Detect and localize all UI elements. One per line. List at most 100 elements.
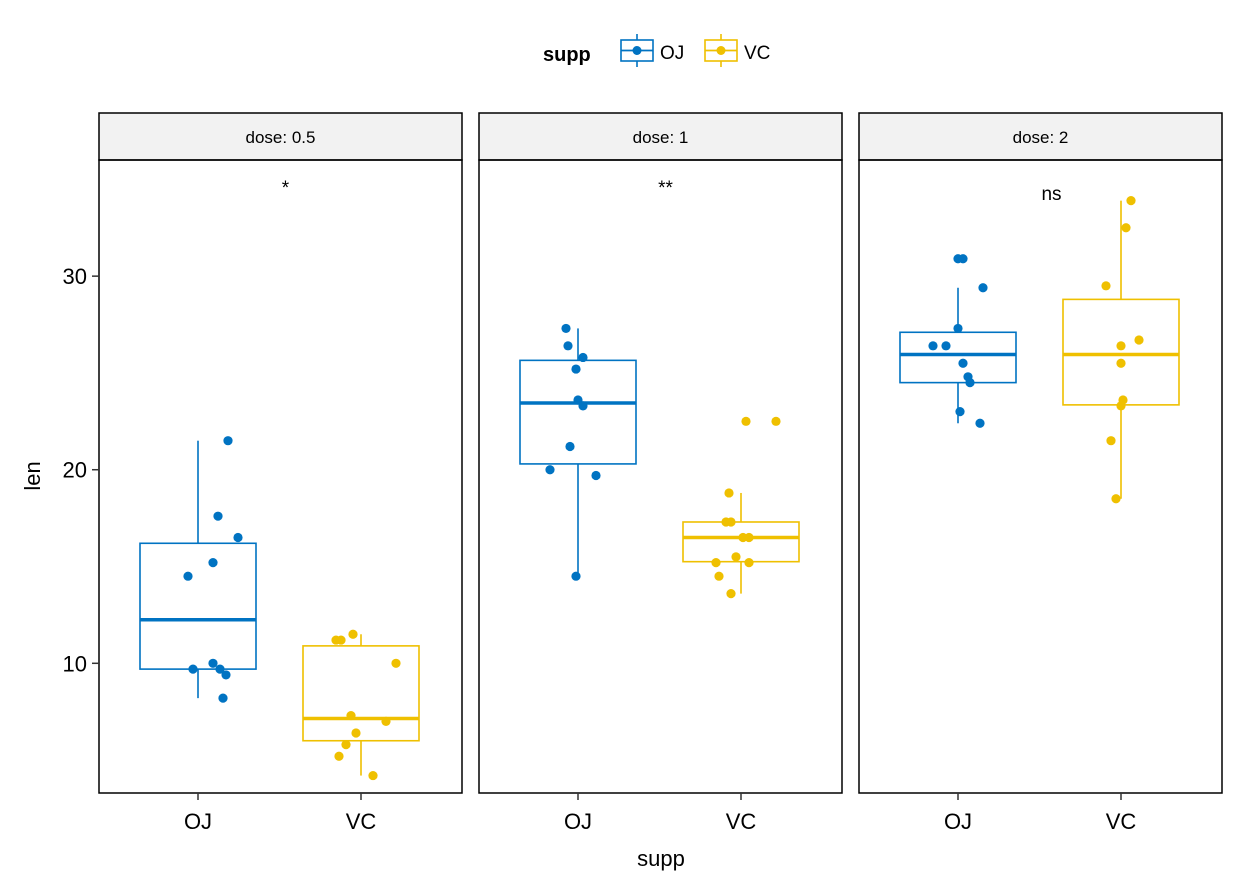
y-axis: 10 20 30 [63, 264, 99, 676]
facet-panel-2: dose: 2 OJ VC ns [858, 112, 1223, 834]
data-point [381, 716, 391, 726]
data-point [233, 532, 243, 543]
data-point [215, 664, 225, 674]
facet-strip-label: dose: 0.5 [246, 128, 316, 147]
data-point [221, 670, 231, 680]
data-point [208, 658, 218, 668]
data-point [591, 470, 601, 481]
x-tick-label: VC [726, 809, 757, 834]
data-point [1134, 335, 1144, 345]
data-point [731, 552, 741, 562]
data-point [941, 341, 951, 351]
data-point [565, 441, 575, 452]
data-point [953, 323, 963, 334]
x-tick-label: VC [346, 809, 377, 834]
data-point [975, 418, 985, 428]
legend-title: supp [543, 44, 591, 66]
y-tick-label: 30 [63, 264, 87, 289]
data-point [744, 532, 754, 543]
facet-strip [478, 112, 843, 161]
box-group-vc [682, 416, 800, 599]
data-point [1106, 436, 1116, 446]
data-point [368, 770, 378, 781]
box-group-vc [1062, 196, 1180, 504]
y-axis-title: len [20, 461, 45, 490]
data-point [744, 558, 754, 568]
data-point [391, 658, 401, 668]
data-point [726, 517, 736, 527]
box-group-oj [139, 436, 257, 703]
facet-plot-area [98, 159, 463, 794]
data-point [771, 416, 781, 426]
data-point [351, 728, 361, 738]
legend-key-point [716, 46, 726, 55]
data-point [1116, 341, 1126, 351]
data-point [965, 378, 975, 388]
data-point [545, 465, 555, 475]
x-axis-title: supp [637, 846, 685, 871]
facet-panel-0: dose: 0.5 OJ VC * [98, 112, 463, 834]
data-point [1116, 358, 1126, 368]
data-point [218, 693, 228, 703]
facet-plot-area [478, 159, 843, 794]
data-point [208, 558, 218, 568]
facet-plot-area [858, 159, 1223, 794]
data-point [1101, 281, 1111, 291]
facet-panels: dose: 0.5 OJ VC * dose: 1 OJ VC ** dose: 2 OJ VC ns [98, 112, 1223, 834]
data-point [571, 571, 581, 581]
legend-item-vc: VC [704, 34, 770, 67]
x-tick-label: OJ [564, 809, 592, 834]
data-point [724, 488, 734, 498]
legend-item-oj: OJ [620, 34, 684, 67]
data-point [571, 364, 581, 374]
facet-strip-label: dose: 1 [633, 128, 689, 147]
box [139, 542, 257, 670]
data-point [958, 358, 968, 368]
data-point [183, 571, 193, 581]
data-point [563, 341, 573, 351]
data-point [188, 664, 198, 674]
x-tick-label: OJ [184, 809, 212, 834]
data-point [578, 352, 588, 363]
data-point [1121, 223, 1131, 233]
data-point [213, 511, 223, 521]
box-group-oj [899, 254, 1017, 428]
data-point [978, 283, 988, 293]
significance-label: ns [1041, 184, 1061, 205]
data-point [346, 710, 356, 721]
legend-label: OJ [660, 43, 684, 64]
data-point [578, 401, 588, 411]
facet-strip [858, 112, 1223, 161]
facet-strip [98, 112, 463, 161]
data-point [336, 635, 346, 645]
box [1062, 298, 1180, 406]
box [302, 645, 420, 742]
data-point [341, 740, 351, 750]
data-point [1118, 395, 1128, 405]
data-point [928, 341, 938, 351]
data-point [714, 571, 724, 581]
y-tick-label: 10 [63, 651, 87, 676]
legend-label: VC [744, 43, 770, 64]
data-point [955, 407, 965, 417]
data-point [741, 416, 751, 426]
data-point [711, 558, 721, 568]
y-tick-label: 20 [63, 458, 87, 483]
box [519, 359, 637, 465]
legend-key-point [632, 46, 642, 55]
data-point [1111, 494, 1121, 504]
facet-panel-1: dose: 1 OJ VC ** [478, 112, 843, 834]
data-point [334, 751, 344, 761]
legend: supp OJ VC [543, 34, 770, 67]
data-point [958, 254, 968, 264]
significance-label: ** [658, 178, 673, 199]
box-group-vc [302, 629, 420, 781]
x-tick-label: OJ [944, 809, 972, 834]
facet-strip-label: dose: 2 [1013, 128, 1069, 147]
data-point [726, 589, 736, 599]
data-point [223, 436, 233, 446]
data-point [1126, 196, 1136, 206]
data-point [348, 629, 358, 639]
box-group-oj [519, 323, 637, 581]
